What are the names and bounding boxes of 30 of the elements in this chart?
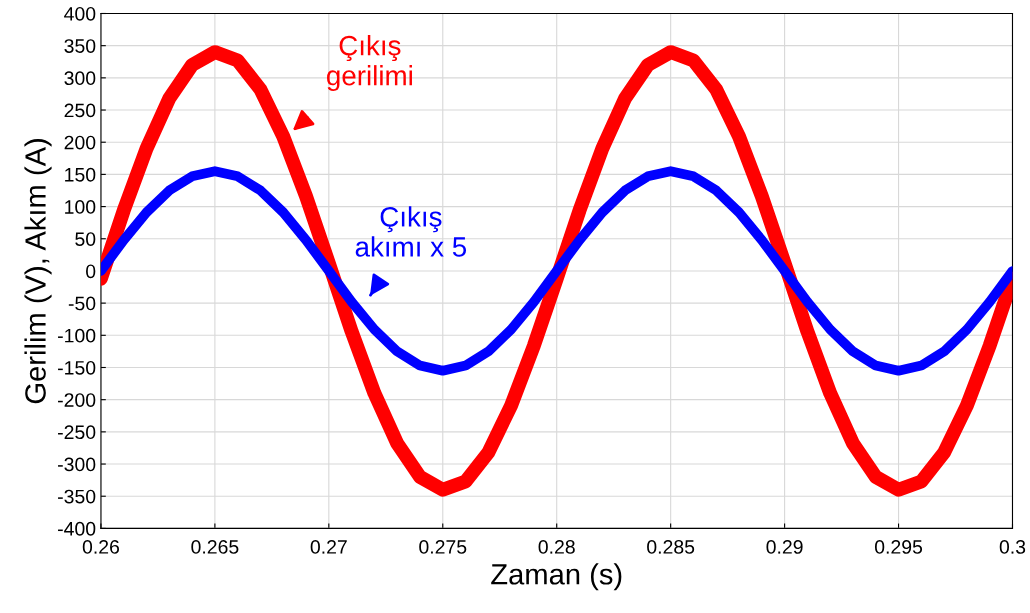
x-tick-label: 0.275 bbox=[419, 540, 467, 554]
y-tick-label: -400 bbox=[58, 521, 96, 536]
y-tick-label: -50 bbox=[68, 296, 96, 311]
y-tick-label: -200 bbox=[58, 393, 96, 407]
y-tick-label: 250 bbox=[64, 103, 96, 118]
x-tick-label: 0.265 bbox=[191, 540, 239, 554]
x-tick-label: 0.3 bbox=[999, 540, 1026, 554]
y-tick-label: -150 bbox=[58, 360, 96, 375]
x-tick-label: 0.29 bbox=[766, 540, 803, 554]
y-tick-label: 300 bbox=[64, 71, 96, 86]
y-axis-title: Gerilim (V), Akım (A) bbox=[24, 139, 52, 404]
y-tick-label: -300 bbox=[58, 457, 96, 472]
x-tick-label: 0.27 bbox=[310, 540, 347, 554]
x-axis-title: Zaman (s) bbox=[491, 563, 622, 591]
y-tick-label: -250 bbox=[58, 425, 96, 440]
y-tick-label: 100 bbox=[65, 200, 96, 214]
y-tick-label: 400 bbox=[64, 6, 96, 21]
y-tick-label: -100 bbox=[58, 328, 96, 343]
x-tick-label: 0.295 bbox=[874, 540, 923, 554]
annotation: Çıkış gerilimi bbox=[327, 35, 412, 92]
y-tick-label: 200 bbox=[64, 135, 96, 150]
x-tick-label: 0.285 bbox=[647, 540, 695, 554]
y-tick-label: -350 bbox=[58, 489, 96, 504]
y-tick-label: 150 bbox=[65, 167, 96, 182]
x-tick-label: 0.28 bbox=[538, 540, 575, 554]
annotation: Çıkış akımı x 5 bbox=[355, 206, 467, 257]
y-tick-label: 350 bbox=[64, 39, 96, 53]
y-tick-label: 50 bbox=[75, 232, 96, 246]
x-tick-label: 0.26 bbox=[82, 540, 120, 554]
y-tick-label: 0 bbox=[86, 264, 96, 279]
